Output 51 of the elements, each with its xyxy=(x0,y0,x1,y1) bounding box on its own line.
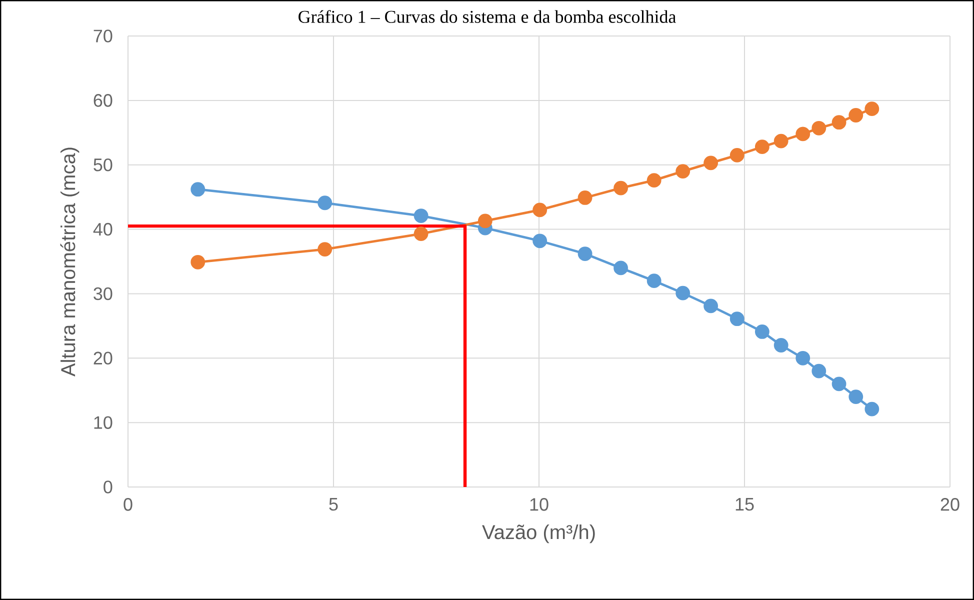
point xyxy=(864,402,880,416)
y-axis-title: Altura manométrica (mca) xyxy=(60,148,80,377)
point xyxy=(848,390,864,404)
point xyxy=(190,254,206,270)
point xyxy=(646,173,662,188)
point xyxy=(532,202,548,218)
point xyxy=(704,156,718,170)
x-tick-label: 0 xyxy=(124,498,132,511)
point xyxy=(318,196,332,210)
x-tick-label: 20 xyxy=(940,498,960,511)
point xyxy=(848,108,864,122)
point xyxy=(730,312,744,326)
y-tick-label: 0 xyxy=(104,480,112,494)
x-tick-label: 5 xyxy=(329,498,338,511)
point xyxy=(532,234,548,248)
chart-title: Gráfico 1 – Curvas do sistema e da bomba escolhida xyxy=(298,10,676,23)
point xyxy=(414,226,428,241)
point xyxy=(796,126,810,142)
y-tick-label: 70 xyxy=(94,30,112,42)
point xyxy=(190,182,206,197)
point xyxy=(578,190,592,205)
point xyxy=(614,180,628,196)
point xyxy=(676,164,690,179)
x-tick-label: 15 xyxy=(736,498,754,511)
point xyxy=(614,260,628,276)
point xyxy=(774,134,788,148)
point xyxy=(646,274,662,288)
point xyxy=(478,214,492,228)
y-tick-label: 30 xyxy=(94,287,112,300)
point xyxy=(704,298,718,314)
y-tick-label: 60 xyxy=(94,94,112,107)
point xyxy=(864,102,880,116)
point xyxy=(730,148,744,162)
point xyxy=(754,324,770,339)
point xyxy=(832,115,846,130)
point xyxy=(754,140,770,154)
x-axis-title: Vazão (m³/h) xyxy=(482,524,595,544)
point xyxy=(414,208,428,223)
point xyxy=(676,286,690,300)
y-tick-label: 10 xyxy=(94,416,112,429)
y-tick-label: 20 xyxy=(94,352,112,365)
y-tick-label: 40 xyxy=(93,222,112,236)
point xyxy=(318,242,332,256)
point xyxy=(774,338,788,352)
point xyxy=(796,350,810,366)
point xyxy=(812,364,826,378)
point xyxy=(832,376,846,392)
point xyxy=(812,120,826,136)
x-tick-label: 10 xyxy=(530,498,548,511)
point xyxy=(578,246,592,261)
y-tick-label: 50 xyxy=(94,158,112,172)
